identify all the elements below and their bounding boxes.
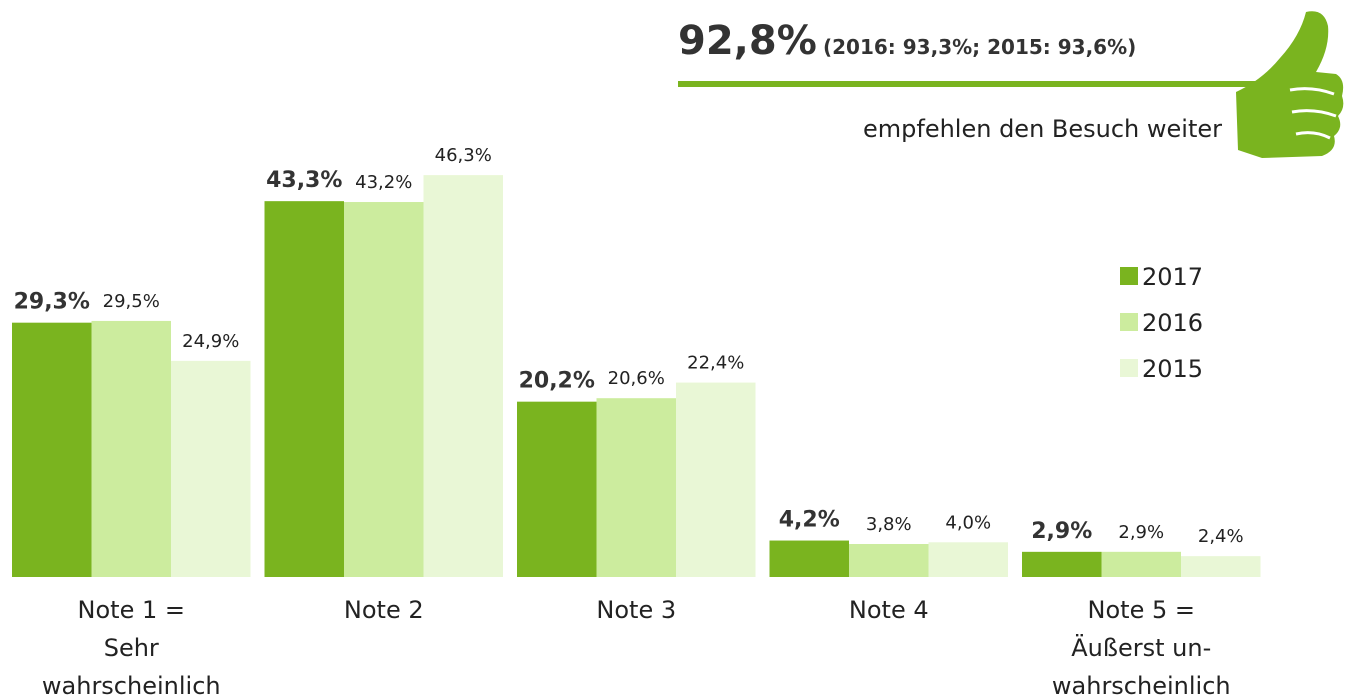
x-tick-label: wahrscheinlich [42, 672, 221, 698]
value-label: 20,6% [608, 368, 665, 389]
value-label: 46,3% [435, 145, 492, 166]
x-tick-label: Note 1 = [78, 596, 185, 624]
legend-label: 2016 [1142, 309, 1203, 337]
value-label: 29,3% [14, 290, 90, 315]
value-label: 3,8% [866, 514, 912, 535]
bar [344, 202, 424, 578]
value-label: 22,4% [687, 353, 744, 374]
value-label: 29,5% [103, 291, 160, 312]
bar [1101, 551, 1181, 577]
value-label: 24,9% [182, 331, 239, 352]
comparison: (2016: 93,3%; 2015: 93,6%) [823, 35, 1136, 59]
bar [423, 175, 503, 577]
value-label: 43,3% [266, 168, 342, 193]
bar [171, 360, 251, 577]
x-tick-label: Äußerst un- [1071, 633, 1211, 662]
legend-swatch [1120, 359, 1138, 377]
value-label: 4,0% [945, 512, 991, 533]
bar [517, 401, 597, 577]
value-label: 4,2% [779, 508, 840, 533]
x-tick-label: Note 5 = [1088, 596, 1195, 624]
bar [928, 542, 1008, 577]
x-tick-label: Note 4 [849, 596, 929, 624]
value-label: 2,9% [1118, 522, 1164, 543]
value-label: 2,4% [1198, 526, 1244, 547]
value-label: 2,9% [1031, 519, 1092, 544]
bar [676, 382, 756, 577]
caption: empfehlen den Besuch weiter [863, 115, 1222, 143]
legend-label: 2015 [1142, 355, 1203, 383]
headline: 92,8% [678, 18, 817, 64]
x-tick-label: Sehr [104, 634, 159, 662]
bar [849, 544, 929, 577]
legend-label: 2017 [1142, 263, 1203, 291]
bar [769, 540, 849, 577]
bar [91, 320, 171, 577]
x-tick-label: Note 3 [596, 596, 676, 624]
bar [264, 201, 344, 577]
legend-swatch [1120, 267, 1138, 285]
thumb-icon [1236, 11, 1344, 159]
bar [12, 322, 92, 577]
bar [1181, 556, 1261, 577]
bar [1022, 551, 1102, 577]
legend-swatch [1120, 313, 1138, 331]
bar [596, 398, 676, 577]
value-label: 43,2% [355, 172, 412, 193]
x-tick-label: Note 2 [344, 596, 424, 624]
value-label: 20,2% [519, 369, 595, 394]
x-tick-label: wahrscheinlich [1052, 672, 1231, 698]
